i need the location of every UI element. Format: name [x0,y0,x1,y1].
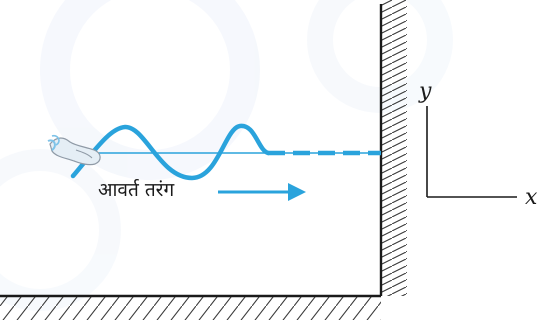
wave-label: आवर्त तरंग [98,178,174,201]
wall-hatching [381,0,407,296]
hand-icon [47,134,101,166]
floor [0,294,381,320]
axes-indicator: y x [418,79,538,210]
y-axis-label: y [418,79,432,104]
wall [379,0,407,296]
propagation-arrow [218,183,306,201]
floor-hatching [0,296,381,320]
wave-curve [70,123,271,181]
x-axis-label: x [525,185,538,210]
